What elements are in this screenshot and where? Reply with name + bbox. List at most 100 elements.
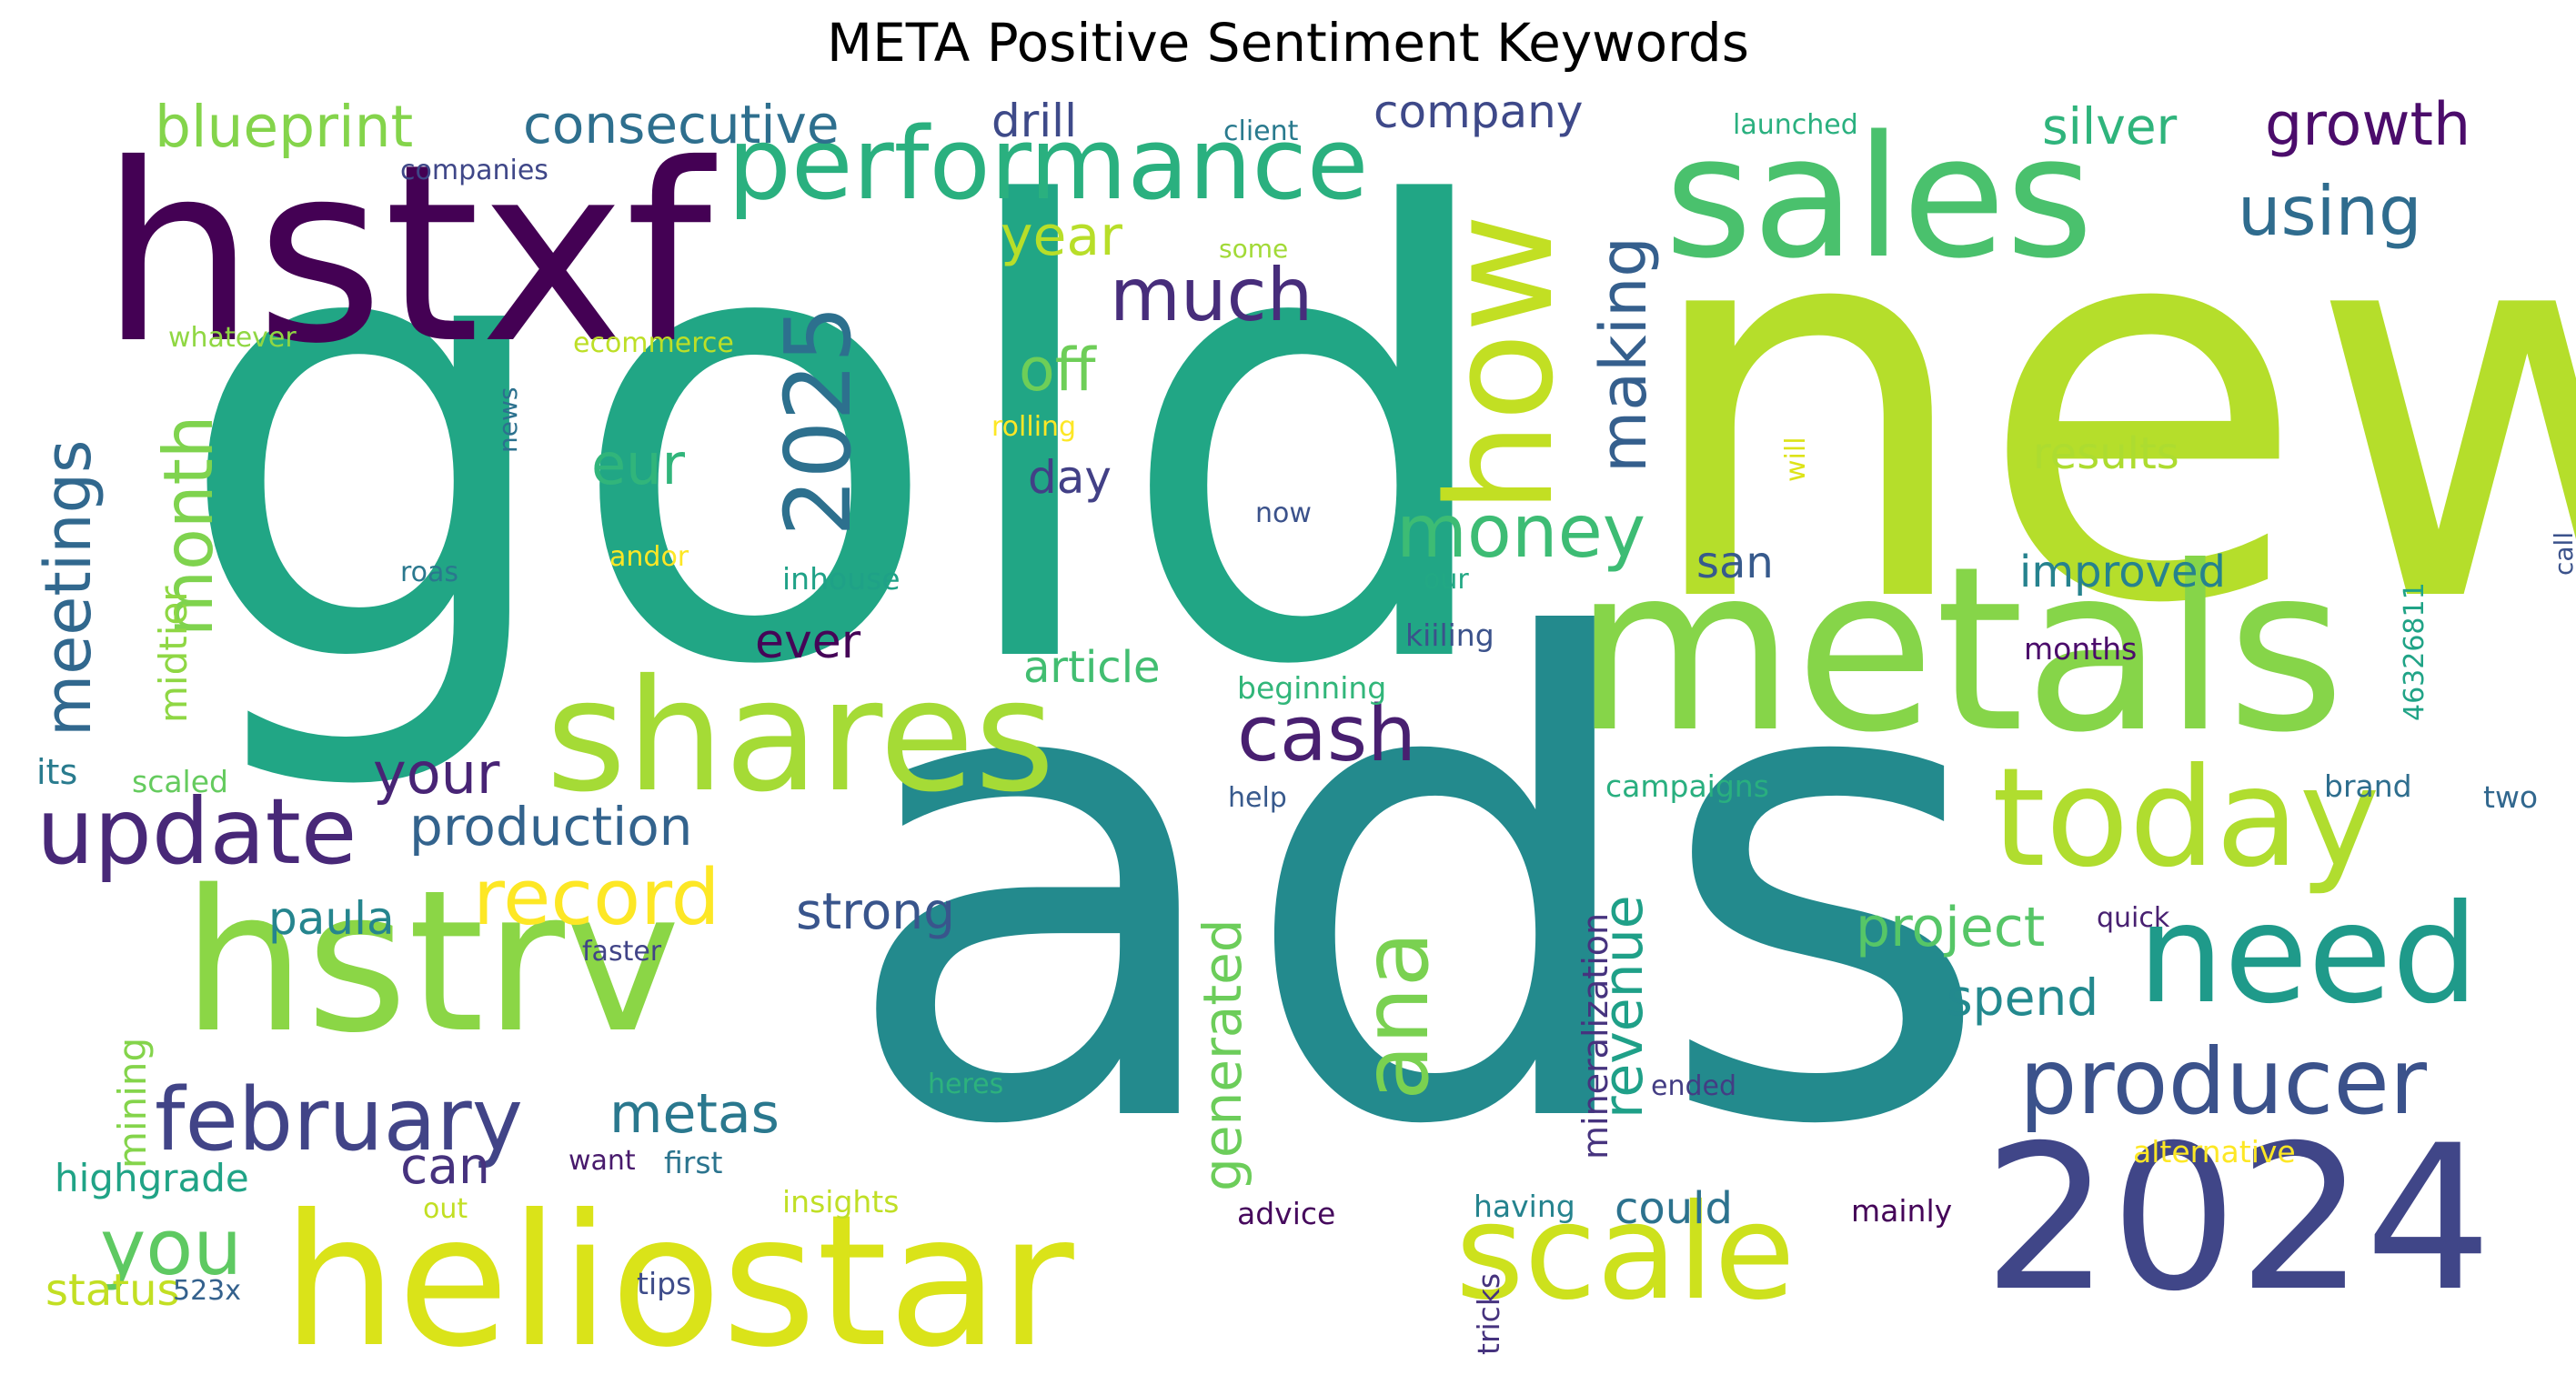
cloud-word: midtier bbox=[151, 586, 196, 724]
cloud-word: out bbox=[423, 1193, 468, 1225]
cloud-word: will bbox=[1780, 437, 1812, 482]
cloud-word: client bbox=[1223, 115, 1299, 147]
cloud-word: months bbox=[2024, 631, 2138, 667]
cloud-word: faster bbox=[582, 936, 662, 968]
cloud-word: making bbox=[1586, 236, 1661, 473]
cloud-word: brand bbox=[2324, 768, 2412, 804]
cloud-word: ecommerce bbox=[573, 327, 734, 359]
cloud-word: off bbox=[1019, 336, 1096, 405]
cloud-word: mineralization bbox=[1575, 912, 1615, 1159]
cloud-word: 2024 bbox=[1983, 1102, 2492, 1335]
cloud-word: launched bbox=[1733, 109, 1858, 141]
cloud-word: status bbox=[45, 1265, 180, 1316]
cloud-word: year bbox=[1001, 205, 1122, 268]
cloud-word: roas bbox=[400, 557, 459, 588]
cloud-word: much bbox=[1110, 253, 1313, 337]
cloud-word: strong bbox=[796, 882, 956, 940]
cloud-word: february bbox=[155, 1070, 523, 1170]
cloud-word: your bbox=[373, 740, 500, 807]
cloud-word: paula bbox=[268, 892, 395, 945]
cloud-word: improved bbox=[2019, 547, 2227, 597]
cloud-word: scaled bbox=[132, 764, 228, 799]
cloud-word: some bbox=[1219, 234, 1289, 264]
cloud-word: blueprint bbox=[155, 94, 414, 160]
cloud-word: consecutive bbox=[523, 94, 840, 156]
cloud-word: article bbox=[1023, 642, 1161, 693]
cloud-word: mining bbox=[110, 1037, 155, 1169]
cloud-word: call bbox=[2549, 531, 2576, 576]
cloud-word: how bbox=[1415, 213, 1585, 514]
cloud-word: project bbox=[1856, 896, 2046, 959]
cloud-word: 2025 bbox=[765, 305, 871, 537]
cloud-word: having bbox=[1474, 1189, 1575, 1224]
cloud-word: record bbox=[473, 853, 720, 943]
cloud-word: ads bbox=[837, 506, 1996, 1268]
cloud-word: heliostar bbox=[282, 1176, 1074, 1385]
cloud-word: spend bbox=[1947, 968, 2099, 1027]
cloud-word: campaigns bbox=[1605, 768, 1769, 804]
cloud-word: quick bbox=[2097, 902, 2170, 934]
cloud-word: results bbox=[2033, 428, 2179, 479]
cloud-word: mainly bbox=[1851, 1193, 1953, 1229]
cloud-word: scale bbox=[1455, 1176, 1796, 1330]
cloud-word: silver bbox=[2042, 97, 2178, 156]
cloud-word: production bbox=[409, 796, 693, 858]
cloud-word: rolling bbox=[991, 411, 1077, 443]
cloud-word: hstrv bbox=[182, 848, 681, 1076]
cloud-word: eur bbox=[591, 431, 685, 497]
cloud-word: inhouse bbox=[782, 561, 901, 597]
cloud-word: alternative bbox=[2133, 1134, 2296, 1169]
cloud-word: drill bbox=[991, 95, 1077, 147]
cloud-word: generated bbox=[1192, 918, 1253, 1191]
cloud-word: kiiling bbox=[1405, 617, 1494, 653]
cloud-word: ana bbox=[1343, 931, 1449, 1100]
cloud-word: you bbox=[100, 1203, 243, 1293]
cloud-word: first bbox=[664, 1145, 723, 1180]
cloud-word: whatever bbox=[168, 322, 297, 354]
cloud-word: beginning bbox=[1237, 670, 1387, 706]
cloud-word: company bbox=[1374, 85, 1584, 138]
cloud-word: companies bbox=[400, 155, 548, 186]
cloud-word: insights bbox=[782, 1184, 900, 1219]
cloud-word: san bbox=[1696, 537, 1774, 588]
cloud-word: metas bbox=[609, 1082, 780, 1146]
cloud-word: gold bbox=[173, 81, 1509, 800]
cloud-word: day bbox=[1028, 451, 1112, 504]
cloud-word: meetings bbox=[31, 439, 106, 737]
cloud-word: need bbox=[2138, 876, 2479, 1034]
chart-title: META Positive Sentiment Keywords bbox=[827, 12, 1749, 74]
cloud-word: metals bbox=[1574, 517, 2346, 782]
cloud-word: can bbox=[400, 1137, 490, 1195]
cloud-word: now bbox=[1255, 497, 1312, 529]
cloud-word: ended bbox=[1651, 1070, 1737, 1102]
cloud-word: tips bbox=[637, 1266, 692, 1301]
cloud-word: using bbox=[2238, 171, 2422, 251]
cloud-word: sales bbox=[1665, 99, 2094, 296]
cloud-word: advice bbox=[1237, 1196, 1336, 1231]
cloud-word: its bbox=[36, 752, 78, 792]
cloud-word: today bbox=[1992, 739, 2380, 898]
cloud-word: update bbox=[36, 778, 357, 885]
cloud-word: 523x bbox=[173, 1275, 242, 1307]
cloud-word: cash bbox=[1237, 689, 1416, 779]
cloud-word: news bbox=[493, 386, 523, 453]
cloud-word: ever bbox=[755, 615, 861, 669]
cloud-word: producer bbox=[2019, 1029, 2428, 1135]
cloud-word: new bbox=[1637, 96, 2576, 721]
cloud-word: two bbox=[2483, 779, 2539, 815]
cloud-word: could bbox=[1615, 1183, 1733, 1234]
cloud-word: help bbox=[1228, 782, 1287, 814]
cloud-word: money bbox=[1396, 489, 1646, 574]
cloud-word: performance bbox=[728, 105, 1369, 222]
cloud-word: hstxf bbox=[100, 111, 712, 397]
cloud-word: shares bbox=[546, 647, 1055, 827]
cloud-word: andor bbox=[609, 541, 689, 573]
cloud-word: our bbox=[1424, 564, 1469, 596]
cloud-word: 46326811 bbox=[2399, 582, 2430, 721]
cloud-word: highgrade bbox=[55, 1156, 249, 1200]
cloud-word: growth bbox=[2265, 91, 2471, 159]
cloud-word: heres bbox=[928, 1069, 1004, 1100]
cloud-word: want bbox=[569, 1145, 636, 1177]
cloud-word: tricks bbox=[1471, 1272, 1506, 1355]
